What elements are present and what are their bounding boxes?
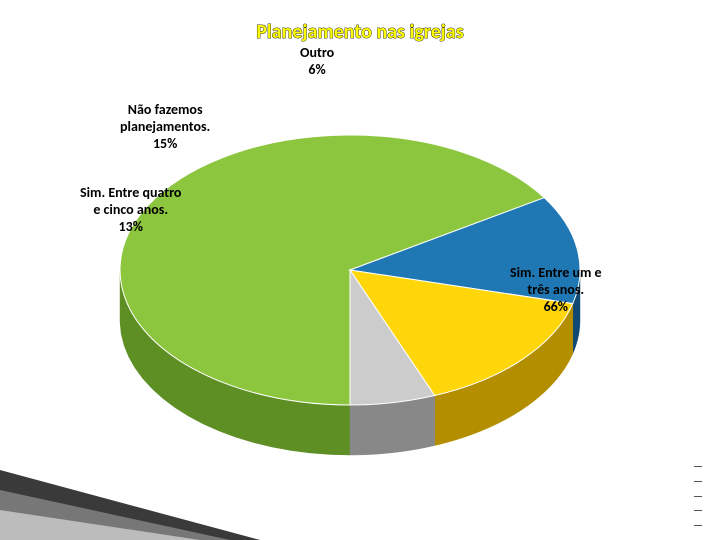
- slice-label-other: Outro 6%: [300, 45, 334, 79]
- pie-chart: Sim. Entre um e três anos. 66% Sim. Entr…: [40, 40, 680, 470]
- decor-wedge: [0, 420, 260, 540]
- decor-lines: [694, 466, 702, 526]
- slice-label-4-5-years: Sim. Entre quatro e cinco anos. 13%: [80, 185, 181, 235]
- slice-label-1-3-years: Sim. Entre um e três anos. 66%: [510, 265, 602, 315]
- slide: Planejamento nas igrejas Sim. Entre um e…: [0, 0, 720, 540]
- slice-label-no-planning: Não fazemos planejamentos. 15%: [120, 102, 210, 152]
